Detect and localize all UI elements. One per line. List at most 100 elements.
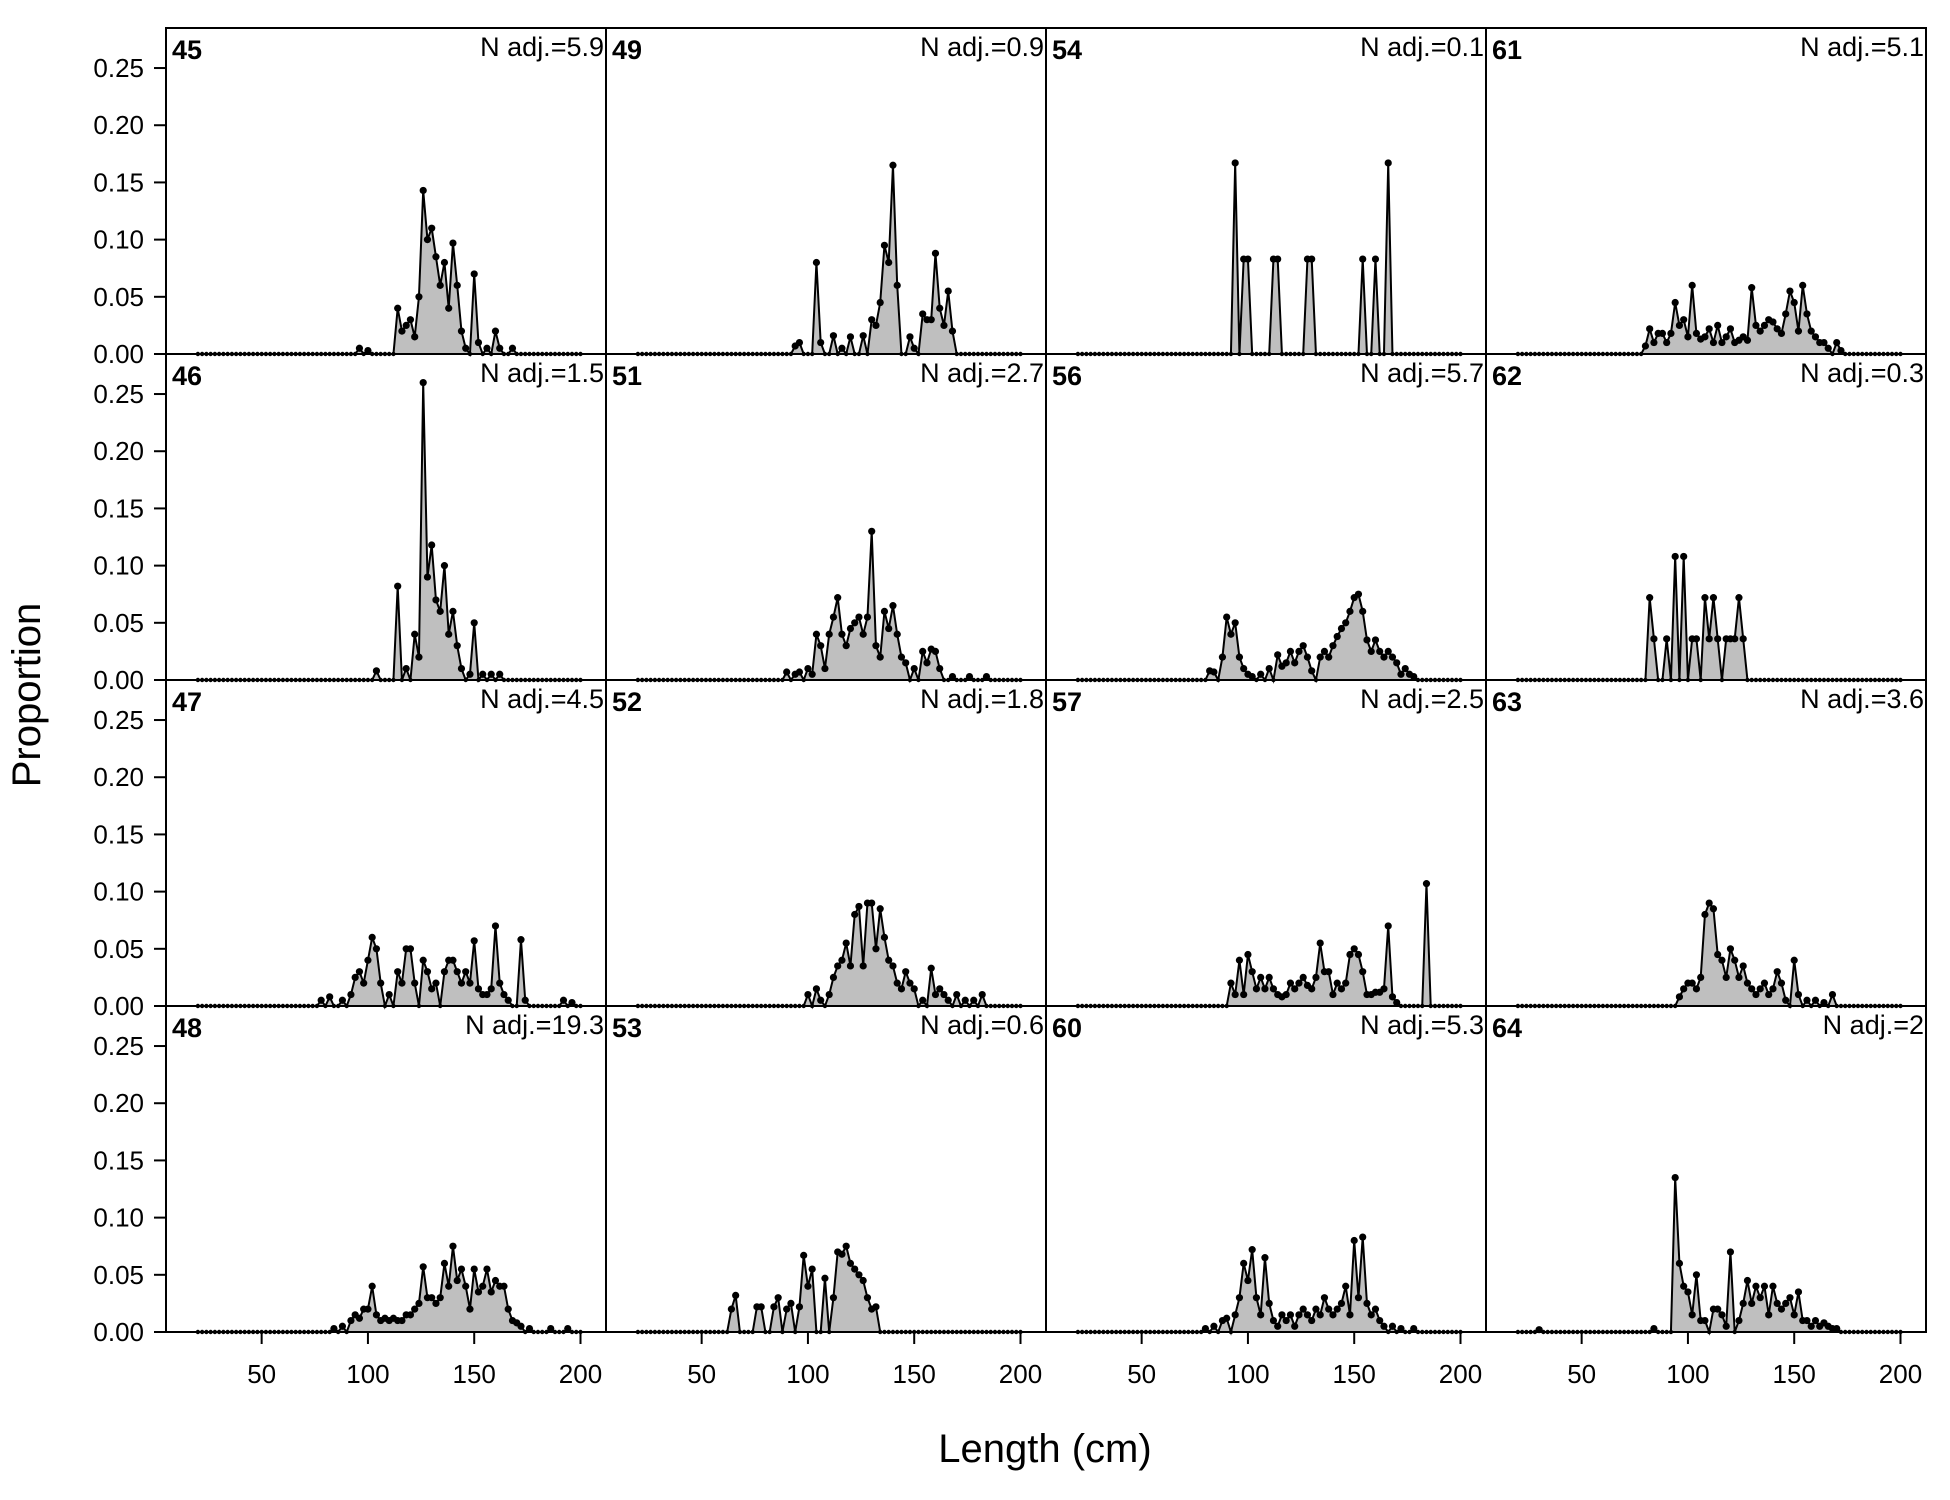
panel-frame xyxy=(1045,679,1487,1007)
data-point xyxy=(1235,1294,1244,1302)
x-tick-label: 150 xyxy=(893,1359,936,1389)
data-point xyxy=(559,996,568,1004)
data-point xyxy=(1731,635,1739,643)
x-tick-label: 200 xyxy=(1879,1359,1922,1389)
data-point xyxy=(496,344,504,352)
x-tick-label: 150 xyxy=(1773,1359,1816,1389)
data-point xyxy=(1320,1294,1329,1302)
y-tick-label: 0.00 xyxy=(93,1317,144,1347)
data-point xyxy=(893,281,901,289)
data-point xyxy=(1765,1311,1773,1319)
data-point xyxy=(419,186,427,195)
data-point xyxy=(1769,985,1777,993)
data-point xyxy=(940,990,948,999)
panel-id-label: 52 xyxy=(612,687,642,717)
data-point xyxy=(398,1316,406,1325)
data-point xyxy=(1329,1311,1337,1319)
panel-45: 45 N adj.=5.9 0.00 0.05 0.10 0.15 0.20 0.25 xyxy=(93,27,607,369)
data-point xyxy=(1701,333,1709,341)
data-point xyxy=(457,327,466,335)
data-point xyxy=(872,1303,880,1311)
n-adj-label: N adj.=0.9 xyxy=(920,32,1044,62)
data-point xyxy=(1274,255,1282,263)
panel-62: 62 N adj.=0.3 xyxy=(1485,353,1927,683)
data-point xyxy=(1308,255,1316,263)
data-point xyxy=(1333,1305,1341,1313)
data-point xyxy=(1257,973,1265,981)
data-point xyxy=(1735,594,1743,602)
data-point xyxy=(1269,1316,1278,1325)
data-point xyxy=(1371,1305,1380,1313)
data-point xyxy=(440,258,449,267)
data-point xyxy=(466,1305,474,1313)
data-point xyxy=(1393,659,1401,667)
data-point xyxy=(1646,594,1654,602)
data-point xyxy=(825,630,833,638)
data-point xyxy=(1244,950,1252,959)
data-point xyxy=(1760,321,1769,329)
panel-63: 63 N adj.=3.6 xyxy=(1485,679,1927,1009)
data-point xyxy=(1790,298,1798,307)
data-point xyxy=(834,594,842,602)
data-point xyxy=(1760,1282,1769,1290)
data-point xyxy=(817,996,825,1004)
data-point xyxy=(462,1282,470,1290)
panel-57: 57 N adj.=2.5 xyxy=(1045,679,1487,1009)
data-point xyxy=(1376,647,1384,655)
data-point xyxy=(821,1274,829,1282)
data-point xyxy=(1231,159,1239,167)
data-point xyxy=(1274,651,1282,659)
y-axis-title: Proportion xyxy=(5,603,49,788)
y-tick-label: 0.10 xyxy=(93,551,144,581)
data-point xyxy=(1257,1311,1265,1319)
data-point xyxy=(1388,1322,1397,1330)
panel-frame xyxy=(1485,27,1927,355)
data-point xyxy=(326,993,334,1001)
data-point xyxy=(1773,1299,1781,1307)
n-adj-label: N adj.=1.8 xyxy=(920,684,1044,714)
data-point xyxy=(1393,998,1401,1007)
y-tick-label: 0.25 xyxy=(93,705,144,735)
panel-frame xyxy=(1045,353,1487,681)
data-point xyxy=(347,990,355,999)
data-point xyxy=(1299,1305,1307,1313)
data-point xyxy=(1760,979,1769,987)
data-point xyxy=(897,985,906,993)
data-point xyxy=(1235,956,1244,964)
area-fill xyxy=(1517,903,1901,1006)
data-point xyxy=(842,939,850,947)
data-point xyxy=(445,630,453,638)
data-point xyxy=(508,344,517,352)
data-point xyxy=(829,613,838,621)
data-point xyxy=(432,979,440,987)
data-point xyxy=(360,979,368,987)
area-fill xyxy=(637,531,1021,680)
data-point xyxy=(1384,647,1392,655)
data-point xyxy=(829,332,838,340)
data-point xyxy=(936,985,944,993)
data-point xyxy=(1641,342,1650,350)
n-adj-label: N adj.=1.5 xyxy=(480,358,604,388)
data-point xyxy=(872,642,880,650)
data-point xyxy=(795,668,804,676)
data-point xyxy=(1769,1282,1777,1290)
data-point xyxy=(355,968,364,976)
data-point xyxy=(1337,1299,1346,1307)
data-point xyxy=(893,630,901,638)
data-point xyxy=(1658,329,1667,338)
data-point xyxy=(846,333,855,341)
data-point xyxy=(1303,1311,1312,1319)
data-point xyxy=(944,287,952,295)
data-point xyxy=(1650,338,1658,347)
data-point xyxy=(1265,664,1273,673)
panel-id-label: 61 xyxy=(1492,35,1522,65)
data-point xyxy=(1756,1294,1764,1302)
data-point xyxy=(364,1305,372,1313)
data-point xyxy=(804,990,812,999)
panel-id-label: 60 xyxy=(1052,1013,1082,1043)
data-point xyxy=(910,344,918,352)
data-point xyxy=(1210,1322,1218,1330)
data-point xyxy=(1248,672,1256,681)
data-point xyxy=(727,1305,736,1313)
panel-id-label: 46 xyxy=(172,361,202,391)
